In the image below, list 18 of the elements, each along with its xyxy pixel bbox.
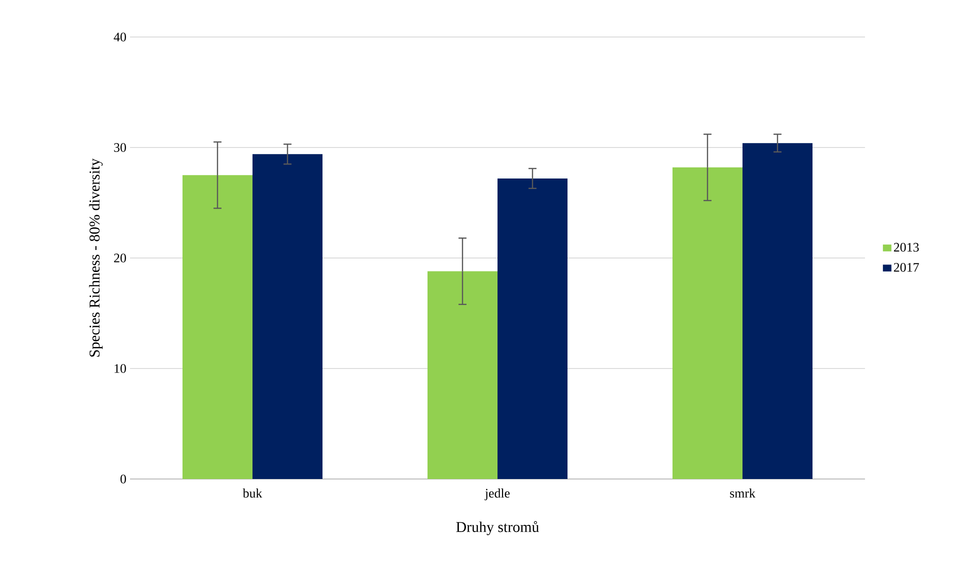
- legend-label: 2013: [894, 242, 919, 252]
- bar: [428, 271, 498, 479]
- bar: [672, 167, 743, 479]
- y-tick-label: 20: [114, 254, 126, 262]
- y-axis-title: Species Richness - 80% diversity: [89, 158, 103, 357]
- y-tick-label: 0: [120, 474, 126, 484]
- x-axis-title: Druhy stromů: [456, 521, 539, 536]
- x-tick-label: smrk: [730, 488, 756, 498]
- bar: [498, 178, 568, 479]
- x-tick-label: buk: [242, 488, 262, 498]
- y-tick-label: 40: [114, 32, 126, 42]
- legend-label: 2017: [894, 262, 919, 272]
- x-tick-label: jedle: [484, 488, 510, 500]
- y-tick-label: 30: [114, 143, 126, 152]
- bar: [182, 175, 252, 479]
- y-tick-label: 10: [114, 364, 126, 373]
- bar: [252, 154, 322, 479]
- bar: [742, 143, 813, 479]
